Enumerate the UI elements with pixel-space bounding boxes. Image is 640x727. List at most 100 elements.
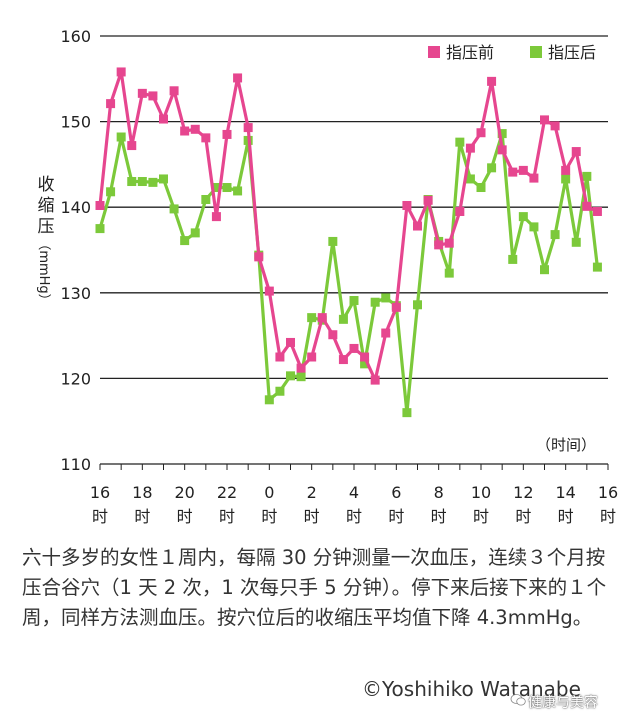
data-point [275,386,285,396]
data-point [465,143,475,153]
legend-swatch-before [428,46,440,58]
y-tick-label: 140 [60,198,91,217]
data-point [275,352,285,362]
data-point [550,121,560,131]
data-point [381,293,391,303]
data-point [148,91,158,101]
y-tick-label: 120 [60,369,91,388]
data-point [222,129,232,139]
data-point [137,88,147,98]
data-point [592,206,602,216]
data-point [116,67,126,77]
y-tick-label: 130 [60,284,91,303]
series-line [98,132,599,415]
data-point [349,343,359,353]
data-point [95,200,105,210]
series-after [95,129,602,418]
data-point [264,395,274,405]
data-point [169,204,179,214]
data-point [296,372,306,382]
data-point [540,115,549,125]
watermark-text: 健康与美容 [528,695,598,711]
data-point [190,124,200,134]
data-point [159,114,168,124]
data-point [518,165,528,175]
y-tick-label: 110 [60,455,91,474]
x-tick-label: 10 时 [471,483,491,526]
data-point [95,224,105,234]
blood-pressure-chart: 110 120 130 140 150 160 16 时 18 时 20 时 22 时 0 时 2 时 4 时 6 时 8… [36,27,618,526]
data-point [413,221,422,231]
data-point [169,86,179,96]
data-point [296,363,306,373]
data-point [233,186,243,196]
data-point [159,174,168,184]
data-point [137,177,147,187]
data-point [571,237,581,247]
x-tick-label: 18 时 [132,483,152,526]
data-point [370,297,380,307]
data-point [561,165,571,175]
data-point [349,296,359,306]
x-tick-label: 12 时 [513,483,533,526]
legend: 指压前 指压后 [428,43,596,62]
data-point [307,313,317,323]
data-point [201,194,211,204]
data-point [338,314,348,324]
data-point [328,330,338,340]
data-point [190,228,200,238]
data-point [423,195,433,205]
data-point [476,128,486,138]
data-point [529,173,539,183]
data-point [582,171,592,181]
data-point [487,163,497,173]
data-point [391,302,401,312]
x-tick-label: 14 时 [555,483,575,526]
data-point [444,268,454,278]
data-point [106,99,116,109]
data-point [561,174,571,184]
y-axis-label: 收缩压 [38,175,55,237]
data-point [201,133,211,143]
legend-label-before: 指压前 [446,43,494,62]
data-point [402,408,412,418]
data-point [487,76,497,86]
data-point [434,240,444,250]
data-point [582,201,592,211]
data-point [444,238,454,248]
y-tick-label: 160 [60,27,91,46]
data-point [508,254,518,264]
data-point [180,126,190,136]
data-point [264,286,274,296]
data-point [211,212,221,222]
copyright-text: ©Yoshihiko Watanabe [362,677,581,701]
y-tick-labels: 110 120 130 140 150 160 [60,27,91,474]
data-point [370,375,380,385]
data-point [148,177,158,187]
data-point [180,236,190,246]
data-point [550,230,560,240]
data-point [116,132,126,142]
data-point [127,177,137,187]
data-point [286,371,295,381]
series-line [98,70,599,382]
data-point [233,73,243,83]
data-point [497,129,507,139]
data-point [106,187,116,197]
legend-swatch-after [530,46,542,58]
y-tick-label: 150 [60,113,91,132]
data-point [402,200,412,210]
data-point [381,328,391,338]
data-point [211,183,221,193]
data-point [413,300,422,310]
x-tick-labels: 16 时 18 时 20 时 22 时 0 时 2 时 4 时 6 时 8 时 10 时 12 时 14 时 16 时 [90,464,618,526]
data-point [476,183,486,193]
data-point [592,262,602,272]
data-point [286,337,295,347]
x-tick-label: 20 时 [174,483,194,526]
data-point [497,145,507,155]
x-axis-unit: （时间） [536,436,596,454]
data-point [455,137,465,147]
